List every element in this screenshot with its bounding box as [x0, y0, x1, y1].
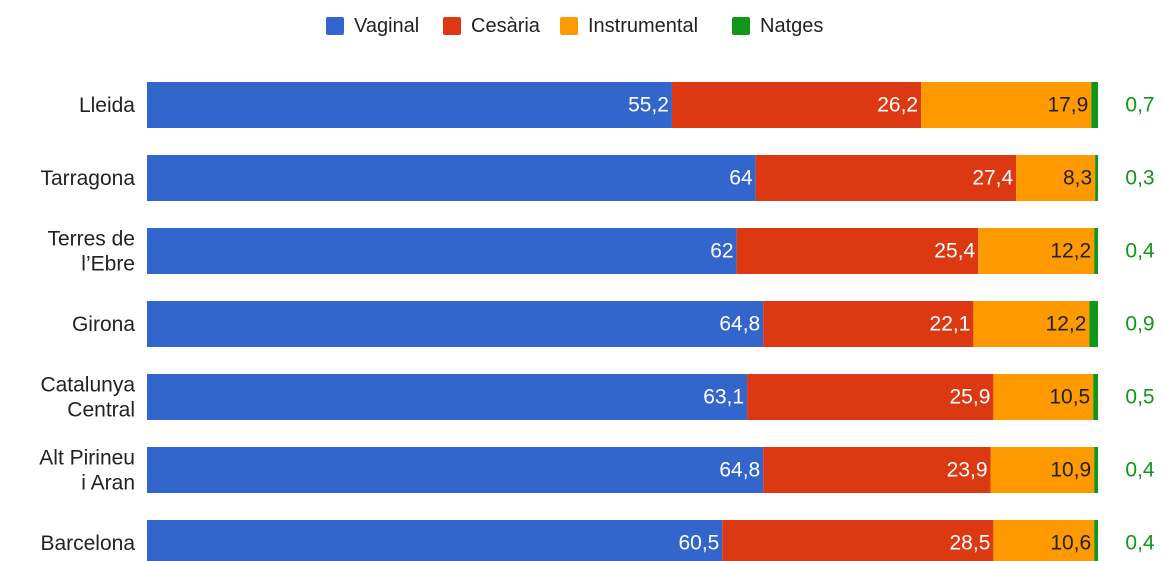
data-label: 0,9 [1125, 313, 1154, 336]
bar-segment [1094, 520, 1098, 561]
bar-segment [1095, 155, 1098, 201]
bar-segment [147, 155, 756, 201]
bar-segment [763, 447, 991, 493]
legend-label: Cesària [471, 15, 541, 37]
bar-segment [147, 520, 723, 561]
data-label: 23,9 [947, 459, 988, 482]
data-label: 8,3 [1063, 167, 1092, 190]
bar-segment [1093, 374, 1098, 420]
bar-segment [1094, 447, 1098, 493]
bar-segment [763, 301, 974, 347]
bar-segment [747, 374, 994, 420]
data-label: 28,5 [950, 532, 991, 555]
y-tick-label: Terres de l’Ebre [47, 227, 135, 275]
legend-label: Natges [760, 15, 823, 37]
bar-segment [1016, 155, 1096, 201]
data-label: 17,9 [1047, 94, 1088, 117]
bar-segment [147, 447, 764, 493]
data-label: 10,9 [1050, 459, 1091, 482]
data-label: 64 [729, 167, 753, 190]
data-label: 63,1 [703, 386, 744, 409]
bar-segment [147, 374, 748, 420]
data-label: 0,4 [1125, 240, 1155, 263]
bar-segment [973, 301, 1090, 347]
bar-segment [147, 228, 737, 274]
legend-label: Instrumental [588, 15, 698, 37]
data-label: 26,2 [877, 94, 918, 117]
data-label: 55,2 [628, 94, 669, 117]
data-label: 62 [710, 240, 733, 263]
data-label: 25,9 [950, 386, 991, 409]
bar-segment [147, 82, 672, 128]
data-label: 27,4 [972, 167, 1013, 190]
legend-swatch [326, 17, 344, 35]
bar-segment [1091, 82, 1098, 128]
y-tick-label: Barcelona [40, 532, 135, 555]
data-label: 0,4 [1125, 532, 1155, 555]
data-label: 0,7 [1125, 94, 1154, 117]
bar-segment [671, 82, 922, 128]
data-label: 12,2 [1050, 240, 1091, 263]
bar-segment [921, 82, 1092, 128]
data-label: 0,3 [1125, 167, 1154, 190]
data-label: 64,8 [719, 459, 760, 482]
data-label: 0,4 [1125, 459, 1155, 482]
y-tick-label: Alt Pirineu i Aran [39, 446, 135, 494]
data-label: 10,6 [1050, 532, 1091, 555]
legend-swatch [732, 17, 750, 35]
data-label: 25,4 [934, 240, 975, 263]
y-tick-label: Lleida [79, 94, 135, 117]
y-tick-label: Girona [72, 313, 135, 336]
data-label: 10,5 [1049, 386, 1090, 409]
bar-segment [755, 155, 1017, 201]
legend-swatch [560, 17, 578, 35]
bar-segment [1089, 301, 1098, 347]
data-label: 0,5 [1125, 386, 1154, 409]
bar-segment [722, 520, 994, 561]
bar-segment [1094, 228, 1098, 274]
data-label: 60,5 [678, 532, 719, 555]
bar-segment [993, 374, 1094, 420]
data-label: 12,2 [1046, 313, 1087, 336]
legend: Vaginal Cesària Instrumental Natges [326, 15, 823, 37]
bar-segment [736, 228, 979, 274]
bar-segment [147, 301, 764, 347]
bar-segment [993, 520, 1095, 561]
legend-swatch [443, 17, 461, 35]
data-label: 64,8 [719, 313, 760, 336]
bar-segment [978, 228, 1095, 274]
bar-segment [990, 447, 1095, 493]
data-label: 22,1 [930, 313, 971, 336]
y-tick-label: Tarragona [40, 167, 135, 190]
legend-label: Vaginal [354, 15, 419, 37]
y-tick-label: Catalunya Central [40, 373, 135, 421]
